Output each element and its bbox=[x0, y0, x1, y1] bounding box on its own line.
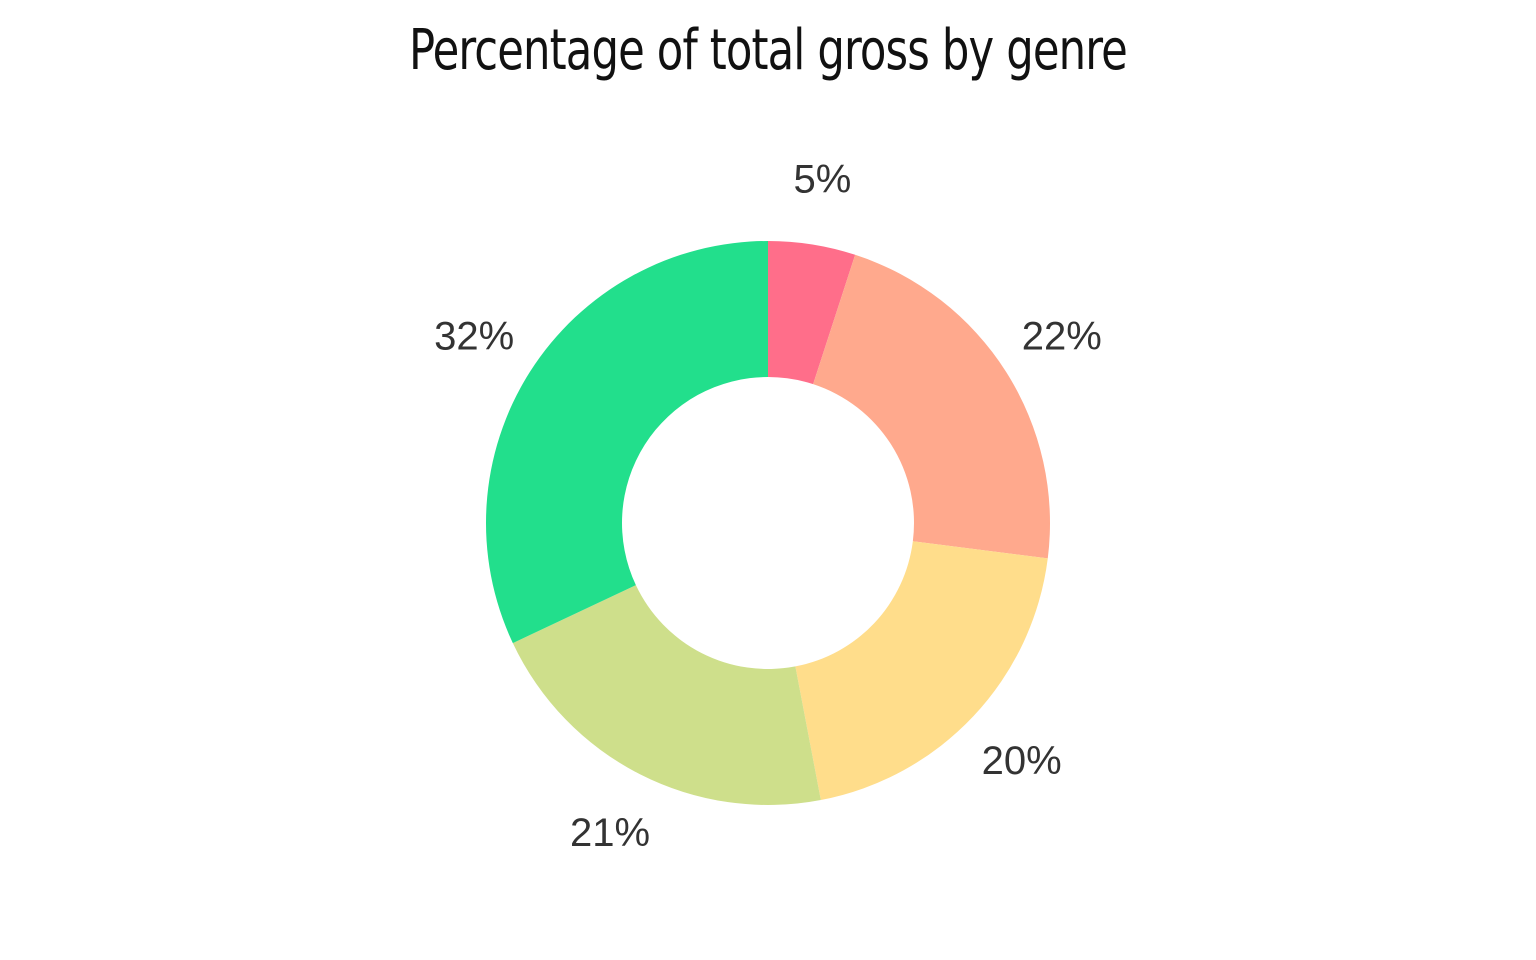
slice-label-3: 20% bbox=[982, 739, 1062, 783]
slices-group bbox=[486, 241, 1050, 805]
slice-label-2: 22% bbox=[1022, 315, 1102, 359]
donut-slice-5 bbox=[486, 241, 768, 644]
labels-group: 5% 22% 20% 21% 32% bbox=[434, 157, 1102, 855]
slice-label-5: 32% bbox=[434, 315, 514, 359]
donut-slice-3 bbox=[795, 541, 1048, 801]
slice-label-4: 21% bbox=[570, 811, 650, 855]
chart-title: Percentage of total gross by genre bbox=[409, 18, 1128, 83]
donut-slice-4 bbox=[512, 585, 821, 805]
donut-slice-2 bbox=[813, 254, 1050, 559]
donut-slice-1 bbox=[768, 241, 856, 385]
slice-label-1: 5% bbox=[794, 157, 852, 201]
